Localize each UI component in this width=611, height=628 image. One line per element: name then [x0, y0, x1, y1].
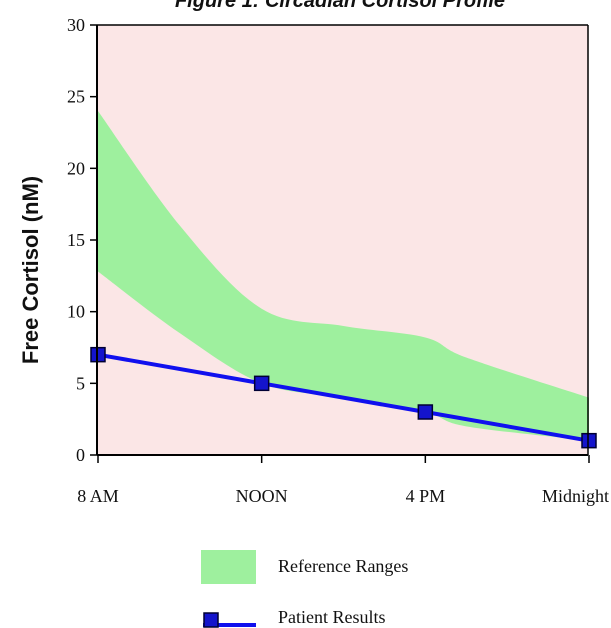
x-tick-label: Midnight	[542, 486, 609, 506]
legend-reference-swatch	[201, 550, 256, 584]
patient-results-markers	[90, 346, 597, 449]
x-tick-label: NOON	[236, 486, 288, 506]
y-tick-label: 20	[67, 158, 85, 178]
y-tick-label: 25	[67, 87, 85, 107]
y-tick-label: 30	[67, 15, 85, 35]
patient-result-point	[253, 375, 270, 392]
y-tick-label: 10	[67, 302, 85, 322]
chart-title: Figure 1: Circadian Cortisol Profile	[174, 0, 506, 12]
x-tick-label: 8 AM	[77, 486, 119, 506]
reference-range-band	[98, 111, 589, 441]
y-tick-label: 15	[67, 230, 85, 250]
legend-patient-label: Patient Results	[278, 607, 386, 627]
legend-reference-label: Reference Ranges	[278, 556, 408, 576]
y-tick-label: 0	[76, 445, 85, 465]
legend-patient-marker	[203, 612, 219, 628]
y-axis-ticks: 0 5 10 15 20 25 30	[67, 15, 97, 465]
patient-results-line	[97, 352, 590, 443]
legend: Reference Ranges Patient Results	[201, 550, 408, 628]
x-tick-label: 4 PM	[406, 486, 446, 506]
y-tick-label: 5	[76, 373, 85, 393]
patient-result-point	[417, 404, 434, 420]
y-axis-label: Free Cortisol (nM)	[18, 176, 43, 364]
patient-result-point	[581, 432, 597, 449]
x-axis-ticks: 8 AM NOON 4 PM Midnight	[77, 455, 609, 506]
